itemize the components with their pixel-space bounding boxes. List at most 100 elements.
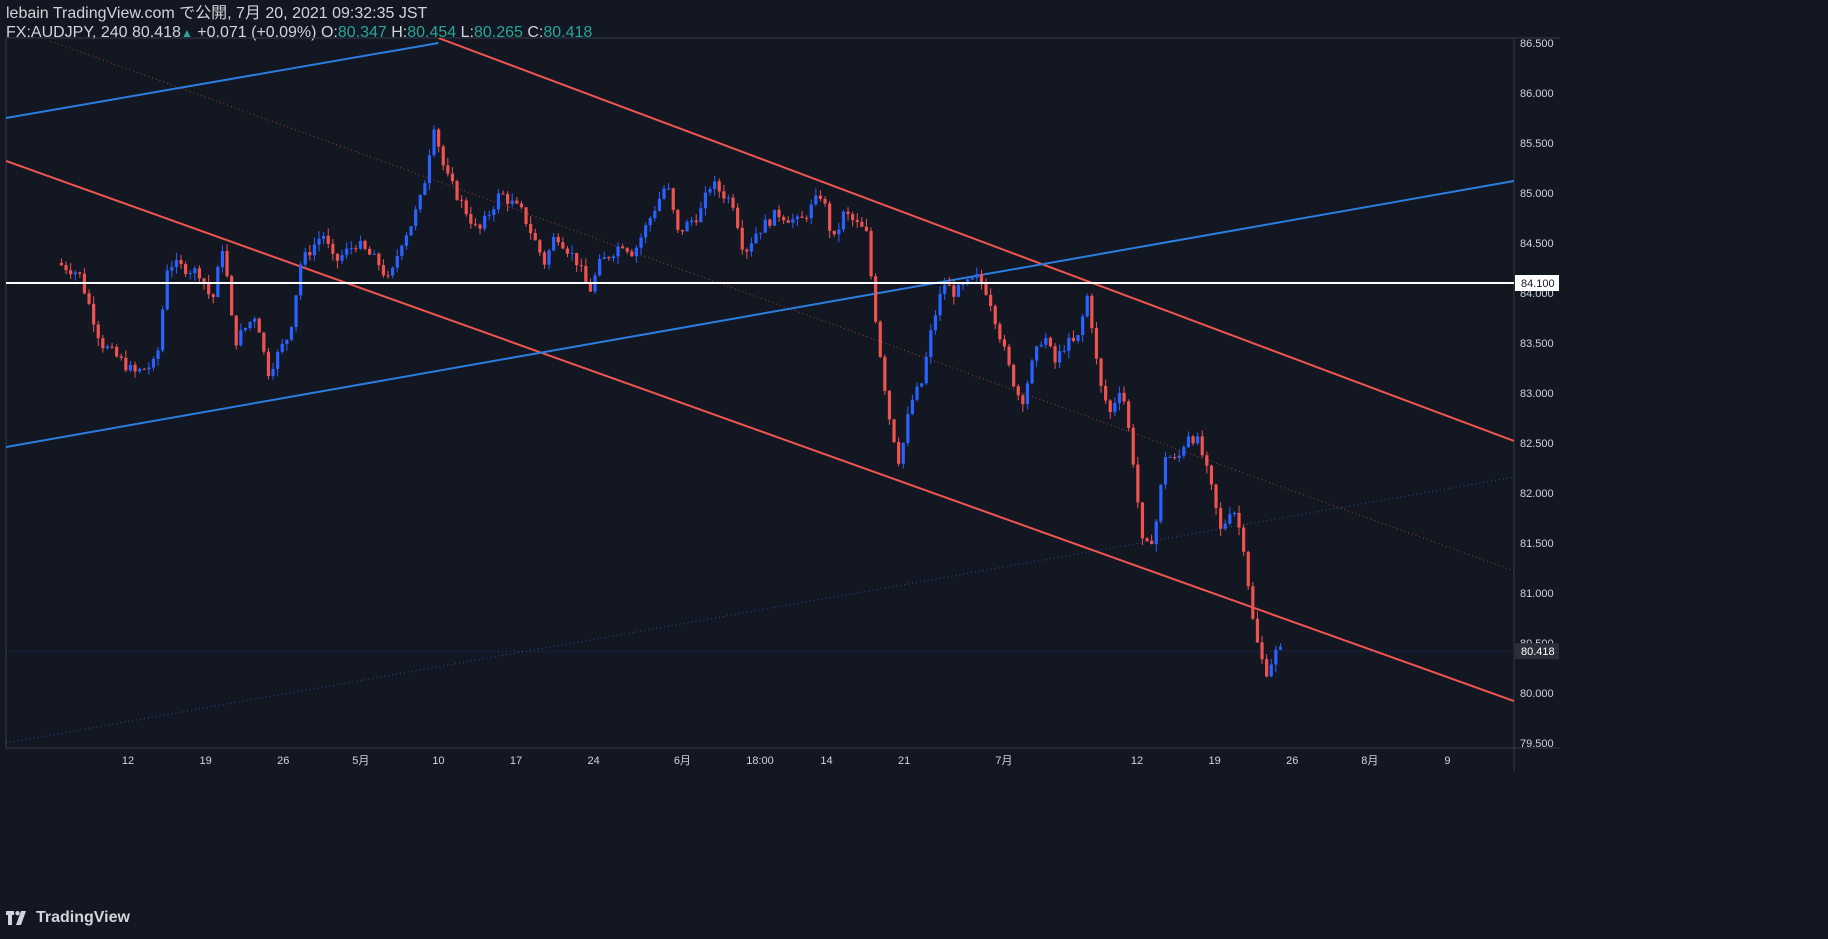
candle-body [1209,465,1214,485]
hline-price-badge [1515,275,1559,291]
candle-body [897,442,901,464]
candle-body [487,215,491,217]
candle-body [1071,337,1076,341]
candle-body [473,223,478,225]
time-tick-label: 18:00 [746,755,774,767]
candle-body [814,195,818,205]
candle-body [938,293,942,316]
candle-body [1140,502,1145,539]
candle-body [644,225,648,238]
price-tick-label: 82.500 [1520,438,1554,450]
candle-body [358,240,363,249]
candle-body [855,219,859,222]
candle-body [128,364,133,371]
candle-body [115,346,119,357]
candle-body [1136,464,1140,503]
candle-body [809,204,813,219]
candle-body [1039,344,1043,347]
trendlines [6,38,1514,744]
candle-body [147,367,151,370]
candle-body [1228,514,1232,524]
candle-body [1278,646,1283,650]
candle-body [308,252,312,256]
candle-body [1274,649,1278,665]
candle-body [73,272,77,275]
candle-body [1214,484,1218,509]
candle-body [846,211,850,215]
candle-body [851,214,855,220]
candle-body [1154,521,1158,545]
candle-body [910,399,915,415]
candle-body [565,248,570,254]
candle-body [418,194,422,210]
candle-body [1205,455,1209,466]
candle-body [299,264,303,296]
candle-body [234,315,238,346]
candle-body [1255,618,1260,643]
candle-body [289,326,294,340]
trendline-red-0 [6,160,1514,702]
trendline-red-1 [438,38,1514,442]
candle-body [179,260,183,265]
candle-body [1127,401,1131,428]
candle-body [607,257,611,259]
candle-body [933,315,938,331]
candle-body [455,181,459,200]
candle-body [878,321,882,357]
candle-body [1016,386,1020,396]
candle-body [211,294,215,298]
candle-body [1113,402,1117,413]
candle-body [1104,385,1108,401]
time-tick-label: 12 [122,755,134,767]
candle-body [906,414,910,443]
last-price-label: 80.418 [1521,646,1555,658]
price-tick-label: 80.000 [1520,688,1554,700]
candle-body [400,245,404,257]
candle-body [133,364,137,372]
candle-body [892,419,896,443]
candle-body [1242,527,1246,552]
price-tick-label: 81.000 [1520,588,1554,600]
candle-body [322,235,326,239]
candle-body [87,293,91,304]
time-tick-label: 9 [1444,755,1450,767]
time-tick-label: 7月 [995,755,1012,767]
candle-body [142,368,146,370]
candle-body [634,247,639,257]
candle-body [391,267,395,276]
candle-body [818,195,823,199]
trendline-blue-3 [6,42,439,119]
candle-body [1002,339,1007,347]
open-value: 80.347 [337,24,387,41]
price-tick-label: 86.500 [1520,38,1554,50]
trendline-blue-5 [6,476,1514,744]
candle-body [943,284,947,294]
candle-body [759,232,763,234]
candle-body [883,356,887,391]
candle-body [966,279,970,285]
candle-body [975,274,979,278]
candle-body [1076,335,1080,341]
candle-body [731,197,735,208]
time-axis: 12 19 26 5月 10 17 24 6月 18:00 14 21 7月 12 19 26 8月 9 [122,755,1451,767]
candles [59,125,1283,678]
candle-body [280,343,284,352]
candle-body [349,248,353,250]
candle-body [404,235,409,246]
candle-body [524,207,528,224]
tradingview-branding: TradingView [6,909,130,927]
candle-body [823,198,827,204]
candle-body [1182,447,1186,456]
candle-body [1058,351,1062,363]
candle-body [1269,664,1273,677]
candle-body [952,285,956,297]
candle-body [165,270,169,310]
candle-body [956,284,961,297]
candle-body [786,220,790,223]
candle-body [1021,395,1025,405]
candle-body [680,229,685,232]
candle-body [800,216,804,218]
candle-body [887,390,892,420]
candle-body [340,255,344,261]
